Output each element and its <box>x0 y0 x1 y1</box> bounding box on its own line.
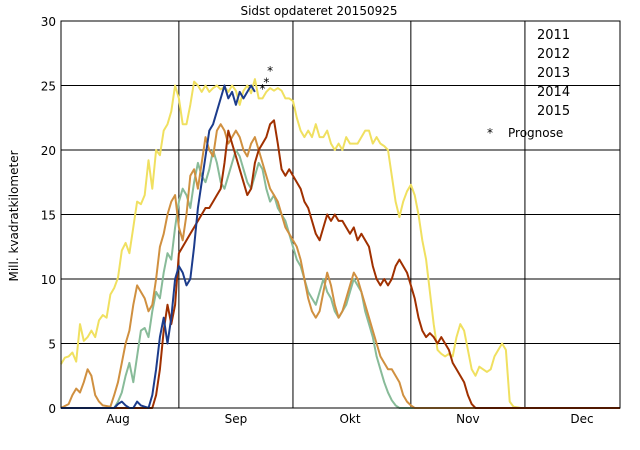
legend-entry-2015: 2015 <box>537 104 570 119</box>
x-tick-label: Okt <box>339 412 360 426</box>
series-line-2011 <box>60 78 620 409</box>
x-tick-label: Aug <box>106 412 129 426</box>
legend-entry-2012: 2012 <box>537 47 570 62</box>
y-axis-ticks: 0 5 10 15 20 25 30 <box>41 15 56 416</box>
y-tick-label: 25 <box>41 80 56 94</box>
prognose-markers: *** <box>260 64 274 96</box>
prognose-marker: * <box>267 64 273 78</box>
series-layer <box>60 78 620 409</box>
series-line-2012 <box>61 149 620 409</box>
legend-entry-2011: 2011 <box>537 28 570 43</box>
legend-prognose-marker: * <box>487 126 493 140</box>
x-tick-label: Nov <box>456 412 479 426</box>
y-tick-label: 30 <box>41 15 56 29</box>
legend-entry-prognose: Prognose <box>508 126 563 140</box>
legend: 2011 2012 2013 2014 2015 * Prognose <box>487 28 570 140</box>
series-line-2014 <box>61 119 620 409</box>
prognose-marker: * <box>263 76 269 90</box>
series-line-2013 <box>60 123 620 409</box>
y-tick-label: 15 <box>41 209 56 223</box>
y-axis-label: Mill. kvadratkilometer <box>7 150 21 281</box>
x-tick-label: Sep <box>225 412 248 426</box>
y-tick-label: 5 <box>48 338 56 352</box>
legend-entry-2014: 2014 <box>537 85 570 100</box>
x-tick-label: Dec <box>570 412 593 426</box>
y-tick-label: 10 <box>41 273 56 287</box>
prognose-marker: * <box>260 82 266 96</box>
chart-title: Sidst opdateret 20150925 <box>240 4 397 18</box>
legend-entry-2013: 2013 <box>537 66 570 81</box>
y-tick-label: 0 <box>48 402 56 416</box>
series-line-2015 <box>61 84 256 409</box>
x-axis-ticks: Aug Sep Okt Nov Dec <box>106 412 593 426</box>
plot-frame <box>60 20 621 409</box>
y-tick-label: 20 <box>41 144 56 158</box>
